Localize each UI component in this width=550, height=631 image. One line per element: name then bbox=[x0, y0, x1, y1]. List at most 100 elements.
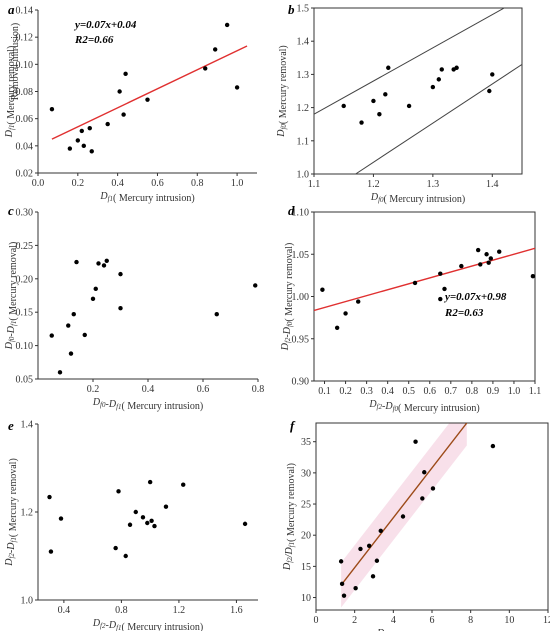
data-point bbox=[487, 88, 492, 94]
data-point bbox=[490, 72, 495, 77]
x-tick-label: 0.4 bbox=[58, 605, 71, 616]
data-point bbox=[377, 112, 382, 117]
y-tick-label: 30 bbox=[301, 468, 311, 479]
y-tick-label: 0.06 bbox=[16, 114, 34, 125]
x-axis-label: Df2-Df0( Mercury intrusion) bbox=[368, 399, 479, 414]
y-tick-label: 1.00 bbox=[292, 292, 310, 303]
x-tick-label: 0.2 bbox=[87, 384, 100, 395]
data-point bbox=[145, 97, 150, 102]
data-point bbox=[87, 125, 92, 131]
fit-equation: y=0.07x+0.04 bbox=[73, 19, 137, 31]
axes-frame bbox=[313, 7, 523, 175]
data-point bbox=[438, 271, 443, 276]
data-point bbox=[374, 558, 380, 563]
fit-equation: y=0.07x+0.98 bbox=[443, 291, 507, 303]
y-tick-label: 0.95 bbox=[292, 334, 310, 345]
data-point bbox=[145, 520, 150, 526]
x-tick-label: 1.6 bbox=[230, 605, 243, 616]
data-point bbox=[406, 103, 412, 109]
y-tick-label: 0.10 bbox=[16, 341, 34, 352]
x-tick-label: 1.0 bbox=[231, 178, 244, 189]
data-point bbox=[113, 545, 118, 551]
data-point bbox=[48, 549, 54, 554]
data-point bbox=[181, 482, 186, 487]
x-tick-label: 12 bbox=[543, 615, 550, 626]
y-tick-label: 1.0 bbox=[297, 170, 310, 181]
data-point bbox=[147, 479, 153, 485]
data-point bbox=[436, 77, 441, 82]
x-tick-label: 0 bbox=[314, 615, 319, 626]
data-point bbox=[49, 106, 55, 112]
y-tick-label: 0.20 bbox=[16, 274, 34, 285]
y-tick-label: 0.05 bbox=[16, 375, 34, 386]
x-tick-label: 0.4 bbox=[142, 384, 155, 395]
data-point bbox=[430, 84, 436, 90]
data-point bbox=[116, 489, 121, 494]
data-point bbox=[118, 305, 123, 311]
data-point bbox=[66, 323, 71, 328]
data-point bbox=[359, 120, 364, 125]
data-point bbox=[378, 528, 383, 534]
x-tick-label: 0.8 bbox=[115, 605, 128, 616]
data-point bbox=[490, 443, 496, 449]
data-point bbox=[105, 121, 110, 127]
x-tick-label: 0.6 bbox=[151, 178, 164, 189]
data-point bbox=[475, 247, 481, 253]
data-point bbox=[497, 249, 502, 254]
x-tick-label: 6 bbox=[430, 615, 435, 626]
x-tick-label: 1.1 bbox=[529, 386, 542, 397]
data-point bbox=[442, 286, 447, 292]
panel-label: e bbox=[8, 418, 14, 433]
data-point bbox=[242, 521, 248, 527]
y-tick-label: 25 bbox=[301, 500, 311, 511]
data-point bbox=[58, 516, 64, 521]
x-tick-label: 1.1 bbox=[308, 179, 321, 190]
data-point bbox=[478, 262, 483, 267]
data-point bbox=[370, 574, 376, 579]
y-tick-label: 0.25 bbox=[16, 241, 34, 252]
data-point bbox=[133, 509, 138, 515]
x-tick-label: 0.3 bbox=[360, 386, 373, 397]
y-axis-label: Df2/Df1( Mercury removal) bbox=[282, 463, 297, 571]
data-point bbox=[212, 47, 218, 52]
y-tick-label: 15 bbox=[301, 562, 311, 573]
x-tick-label: 0.6 bbox=[424, 386, 437, 397]
y-tick-label: 0.02 bbox=[16, 169, 34, 180]
x-tick-label: 0.4 bbox=[111, 178, 124, 189]
y-tick-label: 1.4 bbox=[21, 420, 34, 431]
y-tick-label: 1.5 bbox=[297, 4, 310, 15]
y-tick-label: 1.10 bbox=[292, 208, 310, 219]
y-axis-label-overlap: Removal intrusion) bbox=[10, 23, 21, 101]
y-axis-label: Df0( Mercury removal) bbox=[276, 45, 289, 138]
fit-line bbox=[314, 247, 535, 312]
y-tick-label: 1.4 bbox=[297, 37, 310, 48]
r-squared: R2=0.66 bbox=[74, 34, 114, 46]
data-point bbox=[320, 287, 325, 292]
x-tick-label: 1.3 bbox=[427, 179, 440, 190]
data-point bbox=[356, 299, 361, 304]
data-point bbox=[224, 22, 230, 28]
data-point bbox=[47, 494, 52, 500]
r-squared: R2=0.63 bbox=[444, 307, 484, 319]
y-tick-label: 0.12 bbox=[16, 33, 34, 44]
boundary-line bbox=[355, 64, 522, 174]
data-point bbox=[343, 311, 348, 316]
y-axis-label: Df0-Df1( Mercury removal) bbox=[4, 242, 19, 351]
data-point bbox=[96, 261, 101, 266]
data-point bbox=[454, 65, 459, 70]
y-tick-label: 1.3 bbox=[297, 70, 310, 81]
data-point bbox=[422, 470, 427, 475]
x-axis-label: Df1( Mercury intrusion) bbox=[99, 191, 194, 204]
panel-label: a bbox=[8, 2, 15, 17]
y-axis-label: Df2-Df1( Mercury removal) bbox=[4, 458, 19, 567]
x-tick-label: 0.8 bbox=[466, 386, 479, 397]
y-tick-label: 0.04 bbox=[16, 141, 34, 152]
fit-line bbox=[51, 45, 248, 140]
data-point bbox=[49, 333, 54, 338]
data-point bbox=[57, 370, 63, 375]
data-point bbox=[488, 256, 493, 261]
x-axis-label: Df0( Mercury intrusion) bbox=[370, 192, 465, 205]
data-point bbox=[152, 523, 157, 529]
x-axis-label: Df0-Df1( Mercury intrusion) bbox=[92, 397, 203, 412]
